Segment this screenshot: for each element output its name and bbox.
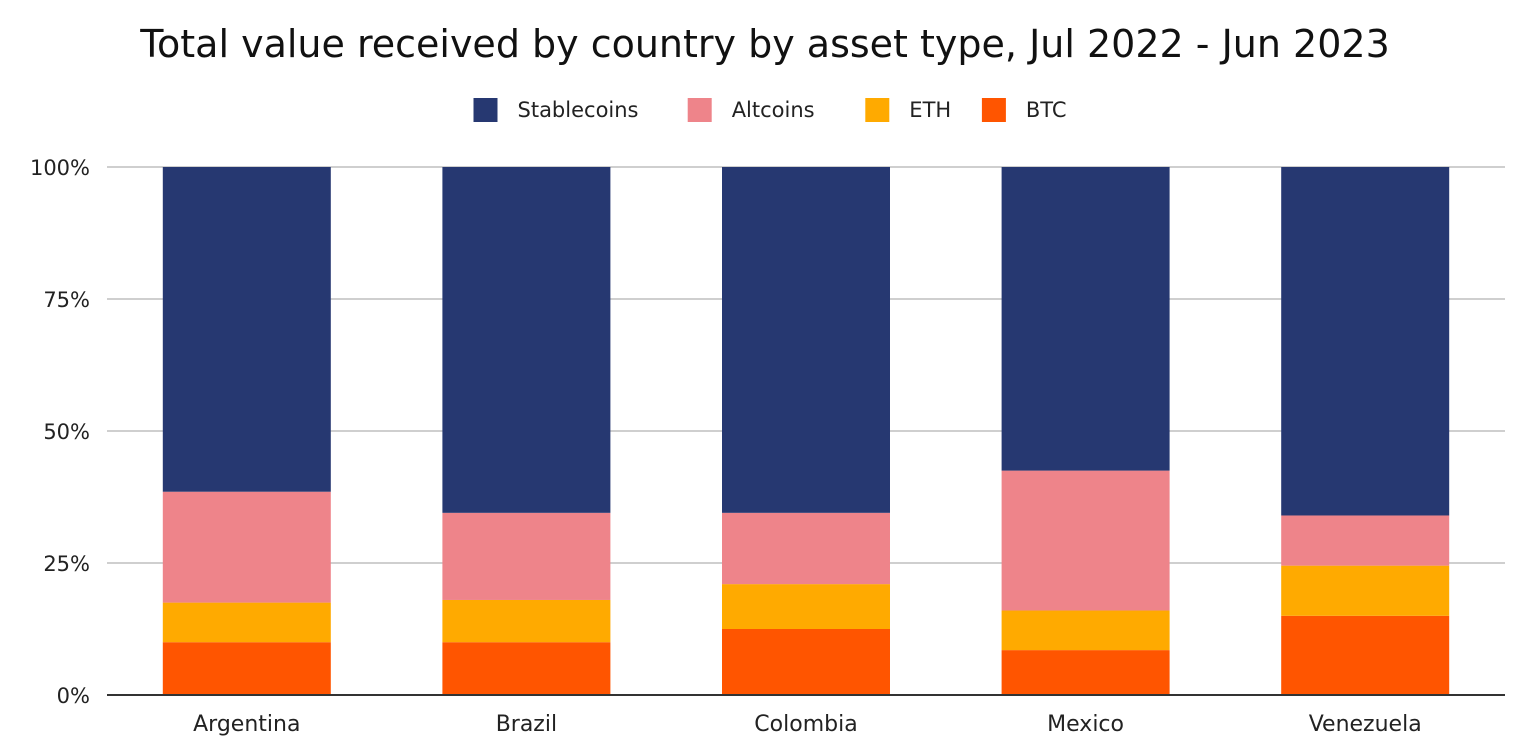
bar-argentina-altcoins [162, 491, 331, 603]
legend-swatch-btc [981, 98, 1006, 122]
legend-label: Stablecoins [518, 98, 639, 122]
y-tick-label: 50% [43, 420, 90, 444]
bar-colombia-btc [722, 629, 890, 695]
y-tick-label: 25% [43, 552, 90, 576]
x-category-label: Venezuela [1309, 712, 1422, 737]
legend-swatch-eth [865, 98, 890, 122]
bar-argentina-eth [162, 602, 331, 643]
bar-mexico-btc [1001, 650, 1170, 695]
bar-colombia-altcoins [722, 512, 890, 585]
legend-label: Altcoins [732, 98, 815, 122]
bar-argentina-btc [162, 642, 331, 695]
bar-colombia-stablecoins [722, 167, 890, 513]
x-category-label: Brazil [496, 712, 557, 737]
bar-mexico-altcoins [1001, 470, 1170, 611]
bars [162, 167, 1450, 695]
y-tick-label: 75% [43, 288, 90, 312]
legend-label: ETH [909, 98, 951, 122]
bar-venezuela-stablecoins [1281, 167, 1450, 516]
bar-brazil-eth [442, 599, 611, 643]
bar-brazil-btc [442, 642, 611, 695]
chart-title: Total value received by country by asset… [139, 22, 1390, 66]
legend-swatch-altcoins [687, 98, 712, 122]
bar-venezuela-altcoins [1281, 515, 1450, 566]
bar-argentina-stablecoins [162, 167, 331, 492]
bar-brazil-altcoins [442, 512, 611, 600]
bar-colombia-eth [722, 584, 890, 629]
bar-venezuela-btc [1281, 615, 1450, 695]
y-axis-ticks: 0% 25% 50% 75% 100% [30, 156, 90, 708]
bar-venezuela-eth [1281, 565, 1450, 616]
bar-mexico-eth [1001, 610, 1170, 651]
x-category-label: Colombia [754, 712, 857, 737]
x-axis-categories: Argentina Brazil Colombia Mexico Venezuela [193, 712, 1422, 737]
y-tick-label: 0% [57, 684, 90, 708]
bar-mexico-stablecoins [1001, 167, 1170, 471]
legend-swatch-stablecoins [473, 98, 498, 122]
x-category-label: Argentina [193, 712, 300, 737]
y-tick-label: 100% [30, 156, 90, 180]
bar-brazil-stablecoins [442, 167, 611, 513]
legend-label: BTC [1026, 98, 1067, 122]
x-category-label: Mexico [1047, 712, 1124, 737]
legend: Stablecoins Altcoins ETH BTC [473, 98, 1067, 122]
